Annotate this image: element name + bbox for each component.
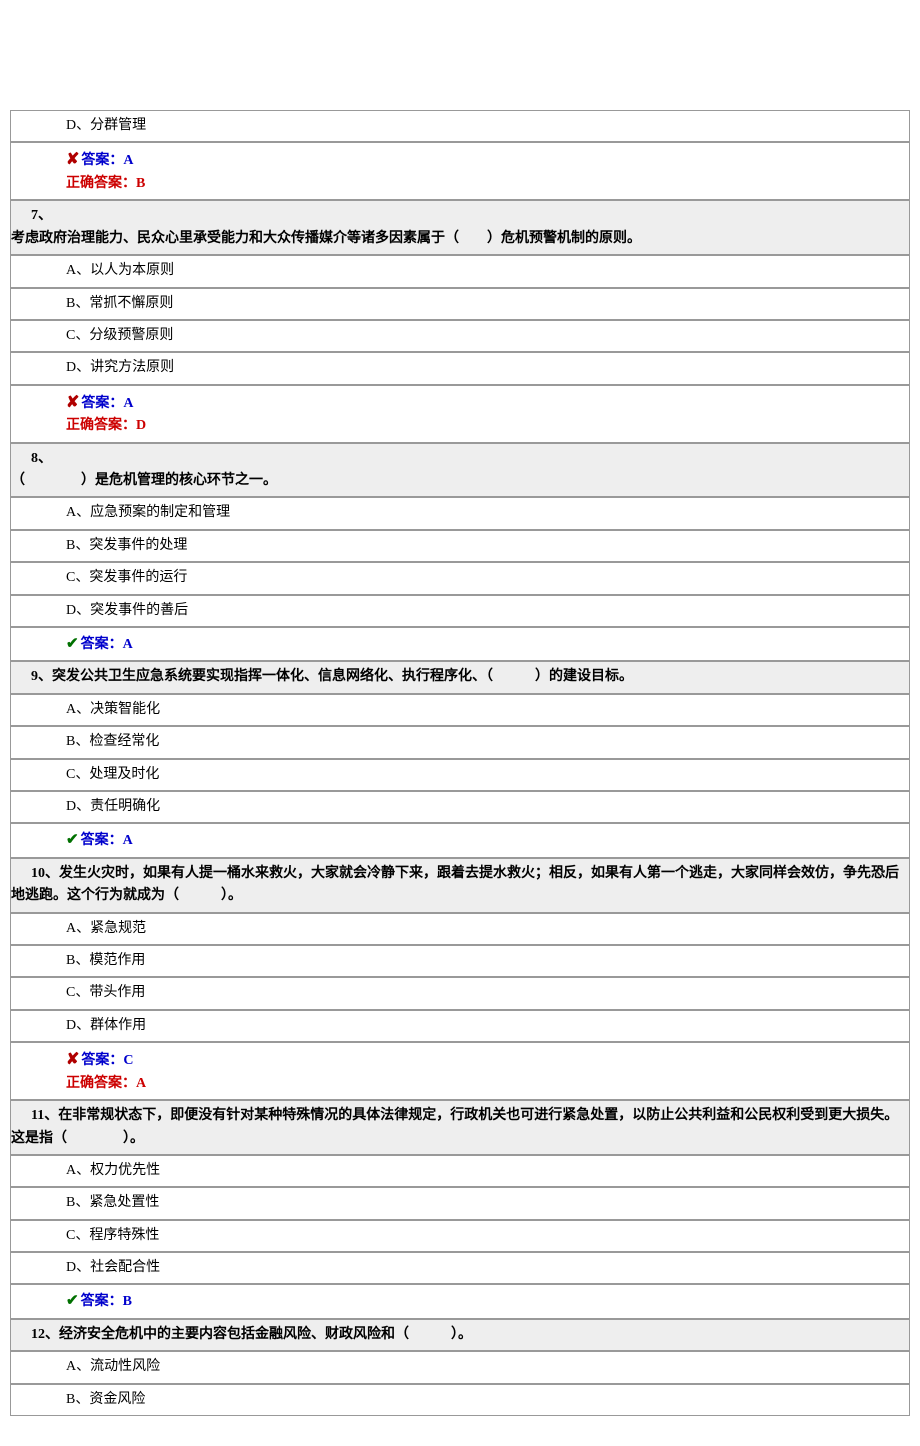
cross-icon: ✘ (66, 1051, 79, 1068)
option-row: C、分级预警原则 (10, 320, 910, 352)
user-answer: 答案：C (81, 1053, 133, 1068)
question-number: 11、 (11, 1108, 58, 1123)
answer-row: ✘答案：A 正确答案：B (10, 142, 910, 200)
option-row: A、流动性风险 (10, 1351, 910, 1383)
option-row: D、讲究方法原则 (10, 352, 910, 384)
option-row: A、紧急规范 (10, 913, 910, 945)
answer-row: ✘答案：C 正确答案：A (10, 1042, 910, 1100)
question-row: 9、突发公共卫生应急系统要实现指挥一体化、信息网络化、执行程序化、（ ）的建设目… (10, 661, 910, 693)
user-answer: 答案：A (81, 396, 133, 411)
option-row: C、带头作用 (10, 977, 910, 1009)
option-row: D、责任明确化 (10, 791, 910, 823)
option-row: D、突发事件的善后 (10, 595, 910, 627)
option-row: B、突发事件的处理 (10, 530, 910, 562)
check-icon: ✔ (66, 1293, 79, 1309)
option-row: D、分群管理 (10, 110, 910, 142)
question-number: 9、 (31, 669, 52, 684)
question-text: 突发公共卫生应急系统要实现指挥一体化、信息网络化、执行程序化、（ ）的建设目标。 (52, 669, 633, 684)
option-row: C、突发事件的运行 (10, 562, 910, 594)
question-number: 8、 (31, 451, 52, 466)
cross-icon: ✘ (66, 394, 79, 411)
answer-row: ✔答案：A (10, 823, 910, 857)
question-row: 8、 （ ）是危机管理的核心环节之一。 (10, 443, 910, 498)
check-icon: ✔ (66, 832, 79, 848)
question-number: 10、 (11, 866, 59, 881)
option-row: A、以人为本原则 (10, 255, 910, 287)
option-row: D、群体作用 (10, 1010, 910, 1042)
user-answer: 答案：A (81, 637, 133, 652)
correct-answer: 正确答案：A (66, 1076, 146, 1091)
question-text: 发生火灾时，如果有人提一桶水来救火，大家就会冷静下来，跟着去提水救火；相反，如果… (11, 866, 899, 903)
quiz-content: D、分群管理 ✘答案：A 正确答案：B 7、 考虑政府治理能力、民众心里承受能力… (10, 110, 910, 1416)
option-row: B、检查经常化 (10, 726, 910, 758)
option-row: B、模范作用 (10, 945, 910, 977)
question-text: 考虑政府治理能力、民众心里承受能力和大众传播媒介等诸多因素属于（ ）危机预警机制… (11, 228, 903, 250)
check-icon: ✔ (66, 636, 79, 652)
option-row: B、资金风险 (10, 1384, 910, 1416)
question-text: 经济安全危机中的主要内容包括金融风险、财政风险和（ ）。 (59, 1327, 472, 1342)
correct-answer: 正确答案：D (66, 418, 146, 433)
question-row: 12、经济安全危机中的主要内容包括金融风险、财政风险和（ ）。 (10, 1319, 910, 1351)
cross-icon: ✘ (66, 151, 79, 168)
answer-row: ✔答案：A (10, 627, 910, 661)
option-row: C、程序特殊性 (10, 1220, 910, 1252)
option-row: D、社会配合性 (10, 1252, 910, 1284)
question-row: 11、在非常规状态下，即便没有针对某种特殊情况的具体法律规定，行政机关也可进行紧… (10, 1100, 910, 1155)
option-row: A、决策智能化 (10, 694, 910, 726)
answer-row: ✘答案：A 正确答案：D (10, 385, 910, 443)
option-row: C、处理及时化 (10, 759, 910, 791)
question-text: （ ）是危机管理的核心环节之一。 (11, 470, 903, 492)
question-row: 7、 考虑政府治理能力、民众心里承受能力和大众传播媒介等诸多因素属于（ ）危机预… (10, 200, 910, 255)
correct-answer: 正确答案：B (66, 176, 145, 191)
question-text: 在非常规状态下，即便没有针对某种特殊情况的具体法律规定，行政机关也可进行紧急处置… (11, 1108, 898, 1145)
user-answer: 答案：A (81, 153, 133, 168)
question-row: 10、发生火灾时，如果有人提一桶水来救火，大家就会冷静下来，跟着去提水救火；相反… (10, 858, 910, 913)
option-row: B、紧急处置性 (10, 1187, 910, 1219)
option-row: A、权力优先性 (10, 1155, 910, 1187)
option-row: A、应急预案的制定和管理 (10, 497, 910, 529)
question-number: 12、 (31, 1327, 59, 1342)
question-number: 7、 (31, 208, 52, 223)
user-answer: 答案：A (81, 833, 133, 848)
option-row: B、常抓不懈原则 (10, 288, 910, 320)
